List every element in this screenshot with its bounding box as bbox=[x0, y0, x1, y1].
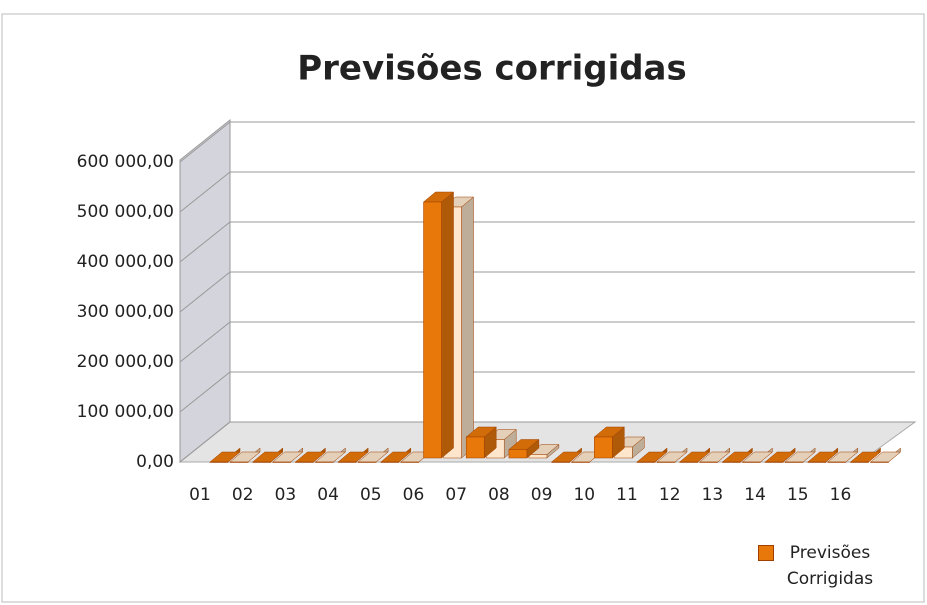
x-tick-label: 09 bbox=[531, 485, 553, 505]
x-tick-label: 15 bbox=[787, 485, 809, 505]
bar bbox=[807, 461, 827, 463]
bar bbox=[209, 461, 229, 463]
x-tick-label: 08 bbox=[488, 485, 510, 505]
bar bbox=[656, 461, 676, 463]
bar bbox=[337, 461, 357, 463]
grid-line bbox=[179, 421, 231, 463]
bar bbox=[764, 461, 784, 463]
x-tick-label: 11 bbox=[616, 485, 638, 505]
bar bbox=[827, 461, 847, 463]
bar bbox=[508, 449, 528, 459]
bar-side bbox=[461, 196, 474, 459]
x-tick-label: 02 bbox=[232, 485, 254, 505]
bar bbox=[295, 461, 314, 463]
bar bbox=[722, 461, 741, 463]
y-tick-label: 400 000,00 bbox=[77, 252, 174, 272]
grid-line bbox=[179, 221, 231, 263]
x-tick-label: 05 bbox=[360, 485, 382, 505]
bar bbox=[699, 461, 718, 463]
legend-label: Previsões Corrigidas bbox=[786, 543, 874, 589]
y-tick-label: 100 000,00 bbox=[77, 402, 174, 422]
x-tick-label: 10 bbox=[573, 485, 595, 505]
bar-side bbox=[441, 191, 454, 459]
x-tick-label: 01 bbox=[189, 485, 211, 505]
x-tick-label: 04 bbox=[317, 485, 339, 505]
bar bbox=[594, 436, 613, 459]
x-tick-label: 14 bbox=[744, 485, 766, 505]
bar bbox=[528, 454, 548, 459]
bar bbox=[423, 201, 442, 459]
side-wall bbox=[179, 118, 231, 464]
bar bbox=[315, 461, 334, 463]
y-tick-label: 600 000,00 bbox=[77, 152, 174, 172]
bar bbox=[850, 461, 869, 463]
x-tick-label: 13 bbox=[702, 485, 724, 505]
bar bbox=[252, 461, 271, 463]
bar bbox=[784, 461, 804, 463]
grid-line bbox=[179, 371, 231, 413]
grid-line bbox=[179, 321, 231, 363]
bar bbox=[229, 461, 249, 463]
bar bbox=[636, 461, 656, 463]
x-tick-label: 06 bbox=[403, 485, 425, 505]
y-tick-label: 300 000,00 bbox=[77, 302, 174, 322]
bar bbox=[679, 461, 698, 463]
bar bbox=[571, 461, 590, 463]
bar bbox=[380, 461, 400, 463]
legend: Previsões Corrigidas bbox=[758, 540, 898, 592]
bar bbox=[551, 461, 570, 463]
x-tick-label: 12 bbox=[659, 485, 681, 505]
x-tick-label: 07 bbox=[445, 485, 467, 505]
bar bbox=[357, 461, 377, 463]
bar bbox=[870, 461, 889, 463]
legend-swatch bbox=[758, 545, 774, 561]
y-tick-label: 0,00 bbox=[136, 452, 174, 472]
y-tick-label: 500 000,00 bbox=[77, 202, 174, 222]
bar bbox=[465, 436, 485, 459]
bar bbox=[272, 461, 291, 463]
x-tick-label: 16 bbox=[830, 485, 852, 505]
grid-line bbox=[179, 171, 231, 213]
grid-line bbox=[179, 271, 231, 313]
y-tick-label: 200 000,00 bbox=[77, 352, 174, 372]
grid-line bbox=[179, 121, 231, 163]
bar bbox=[742, 461, 761, 463]
bar bbox=[400, 461, 420, 463]
chart-title: Previsões corrigidas bbox=[297, 49, 687, 89]
x-tick-label: 03 bbox=[275, 485, 297, 505]
